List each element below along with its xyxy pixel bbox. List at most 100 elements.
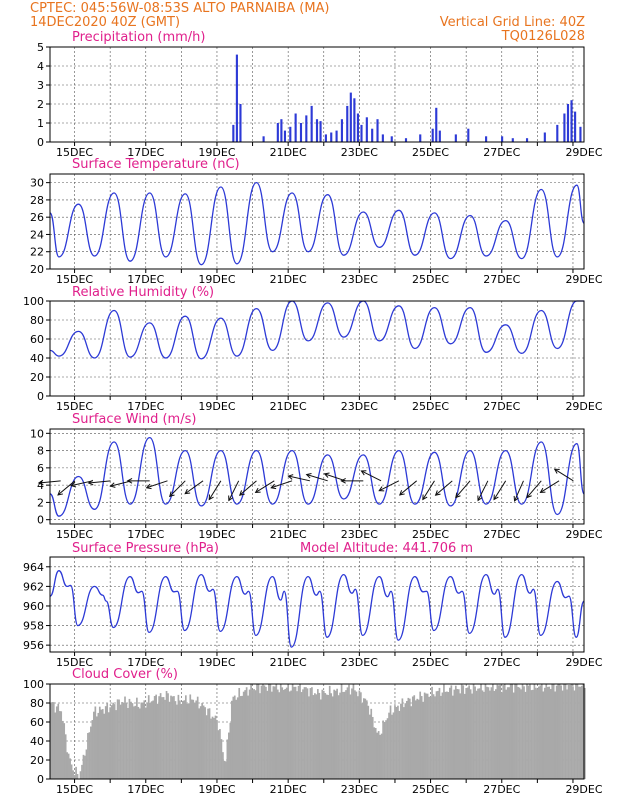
cloud-bar (317, 689, 319, 779)
wind-arrow (306, 474, 328, 482)
cloud-bar (425, 693, 427, 779)
cloud-bar (269, 684, 272, 779)
cloud-bar (143, 700, 146, 779)
cloud-bar (119, 704, 122, 779)
cloud-bar (225, 761, 227, 779)
cloud-bar (563, 684, 565, 779)
x-tick-label: 21DEC (270, 400, 307, 413)
cloud-bar (324, 693, 327, 779)
cloud-bar (158, 696, 160, 779)
cloud-bar (579, 686, 582, 779)
cloud-bar (162, 697, 165, 779)
cloud-bar (546, 686, 549, 779)
cloud-bar (107, 712, 110, 779)
wind-arrow-head (553, 468, 560, 474)
cloud-bar (543, 687, 546, 779)
cloud-bar (236, 697, 239, 779)
x-tick-label: 15DEC (56, 400, 93, 413)
cloud-bar (193, 703, 196, 779)
cloud-bar (276, 689, 279, 779)
cloud-bar (532, 689, 534, 779)
cloud-bar (281, 687, 284, 779)
wind-arrow-head (87, 479, 94, 486)
precip-bar (310, 105, 313, 142)
cloud-bar (308, 696, 310, 779)
cloud-bar (420, 696, 423, 779)
panel-frame (49, 556, 585, 653)
panel-frame (49, 173, 585, 270)
cloud-bar (239, 696, 242, 779)
wind-arrow-head (208, 494, 214, 501)
cloud-bar (450, 685, 453, 779)
x-tick-label: 23DEC (341, 656, 378, 669)
wind-arrow (378, 480, 400, 492)
cloud-bar (199, 706, 202, 779)
cloud-bar (581, 685, 583, 779)
cloud-bar (530, 690, 533, 779)
cloud-bar (431, 686, 433, 779)
cloud-bar (573, 690, 576, 779)
y-tick-label: 0 (37, 390, 44, 403)
cloud-bar (319, 699, 322, 779)
cloud-bar (315, 694, 318, 779)
cloud-bar (398, 710, 401, 779)
pres-series-line (49, 570, 585, 648)
wind-arrow (57, 480, 76, 496)
wind-arrow (288, 475, 310, 482)
humidity-title: Relative Humidity (%) (72, 285, 214, 300)
cloud-bar (517, 687, 519, 779)
precip-bar (232, 124, 235, 142)
y-tick-label: 100 (23, 295, 44, 308)
cloud-bar (346, 687, 349, 779)
cloud-bar (82, 754, 85, 779)
cloud-bar (220, 739, 223, 779)
cloud-bar (55, 706, 58, 779)
cloud-bar (64, 734, 67, 779)
cloud-bar (109, 707, 112, 779)
cloud-bar (576, 684, 579, 779)
panel-frame (49, 428, 585, 525)
cloud-bar (228, 732, 230, 779)
cloud-bar (146, 702, 149, 779)
rh-series-line (49, 300, 584, 360)
x-tick-label: 25DEC (412, 528, 449, 541)
wind-arrow-head (477, 495, 483, 502)
wind-arrow-head (493, 494, 499, 501)
cloud-bar (545, 684, 548, 779)
y-tick-label: 60 (30, 333, 44, 346)
cloud-bar (250, 684, 252, 779)
cloud-bar (265, 686, 267, 779)
cloud-bar (202, 705, 205, 779)
cloud-bar (183, 700, 186, 779)
x-tick-label: 21DEC (270, 273, 307, 286)
cloud-bar (100, 709, 103, 779)
cloud-bar (222, 752, 224, 779)
cloud-bar (103, 713, 106, 779)
precip-bar (543, 132, 546, 142)
cloud-bar (536, 689, 539, 779)
cloud-bar (434, 696, 436, 779)
x-tick-label: 17DEC (127, 783, 164, 796)
cloud-bar (437, 690, 439, 779)
cloud-bar (440, 695, 442, 779)
header-model-id: TQ0126L028 (501, 29, 585, 44)
cloud-bar (365, 700, 368, 779)
precip-bar (335, 130, 338, 142)
cloud-bar (67, 753, 70, 779)
cloud-bar (204, 707, 206, 779)
cloud-bar (113, 704, 116, 779)
precip-bar (349, 92, 352, 142)
wind-arrow (435, 480, 453, 496)
x-tick-label: 19DEC (198, 783, 235, 796)
cloud-bar (79, 771, 82, 779)
cloud-bar (514, 684, 516, 779)
cloud-bar (112, 702, 114, 779)
cloud-bar (198, 708, 201, 779)
y-tick-label: 0 (37, 136, 44, 149)
cloud-bar (133, 706, 135, 779)
cloud-bar (555, 685, 558, 779)
cloud-bar (268, 684, 270, 779)
cloud-bar (262, 684, 264, 779)
wind-arrow (554, 468, 574, 482)
